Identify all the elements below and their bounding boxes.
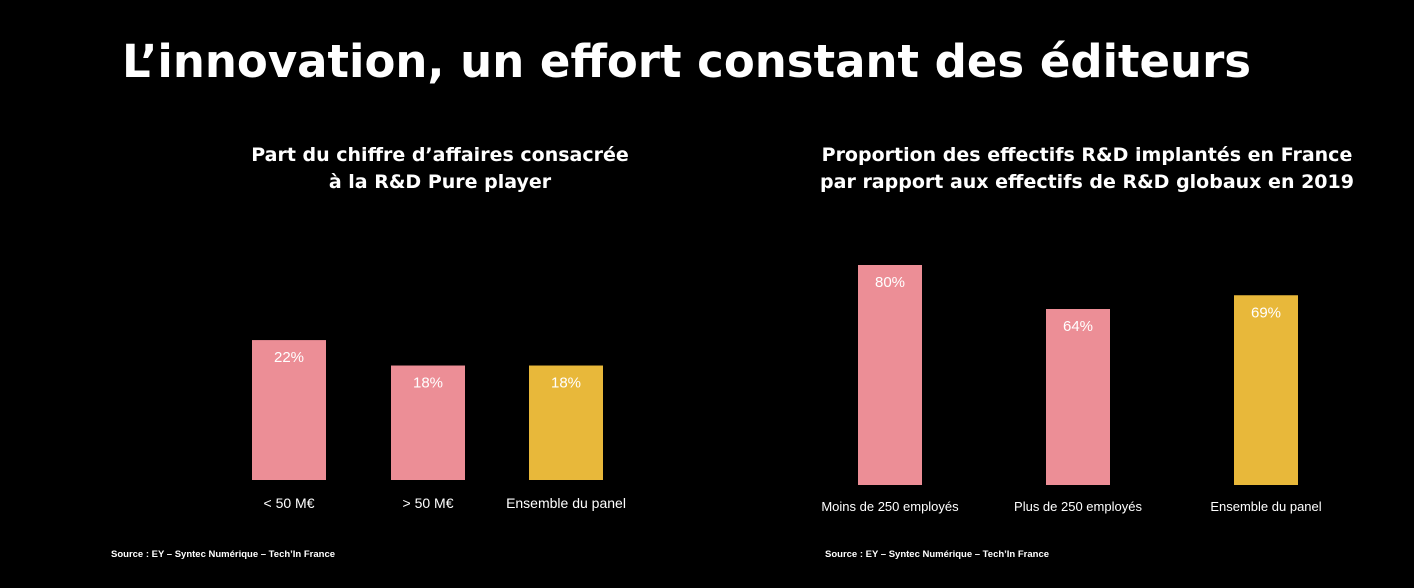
- bar-1-2: [391, 365, 465, 480]
- data-label-2-3: 69%: [1251, 304, 1281, 321]
- category-label-2-3: Ensemble du panel: [1210, 499, 1321, 514]
- bar-2-2: [1046, 309, 1110, 485]
- category-label-1-1: < 50 M€: [264, 495, 315, 511]
- chart-title-line: à la R&D Pure player: [328, 171, 552, 193]
- chart-title-rd-revenue-share: Part du chiffre d’affaires consacrée à l…: [180, 142, 700, 196]
- bar-2-3: [1234, 295, 1298, 485]
- chart-title-line: Proportion des effectifs R&D implantés e…: [821, 144, 1353, 166]
- data-label-1-1: 22%: [274, 349, 304, 366]
- source-note-left: Source : EY – Syntec Numérique – Tech’In…: [111, 549, 336, 560]
- data-label-1-3: 18%: [551, 375, 581, 392]
- data-label-2-2: 64%: [1063, 318, 1093, 335]
- bar-2-1: [858, 265, 922, 485]
- chart-title-rd-staff-france: Proportion des effectifs R&D implantés e…: [770, 142, 1404, 196]
- category-label-2-2: Plus de 250 employés: [1014, 499, 1142, 514]
- data-label-1-2: 18%: [413, 375, 443, 392]
- category-label-2-1: Moins de 250 employés: [821, 499, 959, 514]
- category-label-1-2: > 50 M€: [403, 495, 454, 511]
- category-label-1-3: Ensemble du panel: [506, 495, 626, 511]
- source-note-right: Source : EY – Syntec Numérique – Tech’In…: [825, 549, 1050, 560]
- chart-title-line: par rapport aux effectifs de R&D globaux…: [820, 171, 1354, 193]
- data-label-2-1: 80%: [875, 274, 905, 291]
- bar-1-1: [252, 340, 326, 480]
- slide-title: L’innovation, un effort constant des édi…: [122, 35, 1252, 88]
- bar-1-3: [529, 365, 603, 480]
- chart-title-line: Part du chiffre d’affaires consacrée: [251, 144, 629, 166]
